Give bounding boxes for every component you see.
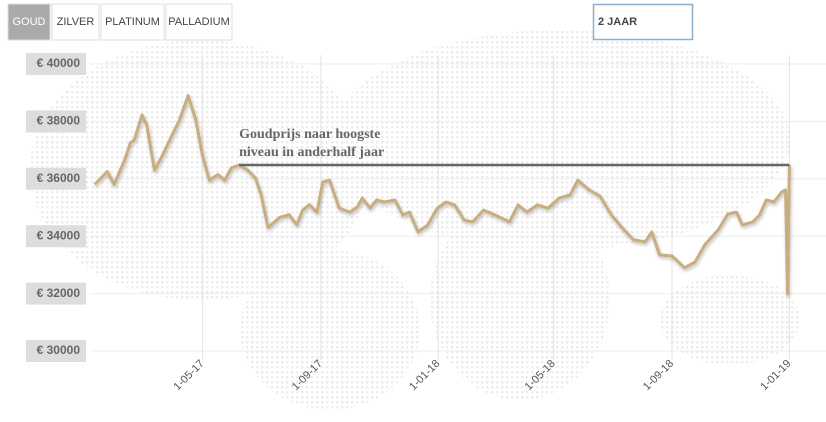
y-tick-box bbox=[26, 225, 86, 248]
y-tick-label: € 30000 bbox=[37, 343, 81, 357]
y-tick-label: € 40000 bbox=[37, 56, 81, 70]
y-tick-box bbox=[26, 110, 86, 133]
x-tick-label: 1-05-17 bbox=[171, 358, 206, 393]
range-button[interactable] bbox=[592, 3, 694, 41]
y-tick-label: € 38000 bbox=[37, 114, 81, 128]
y-tick-label: € 34000 bbox=[37, 228, 81, 242]
y-tick-label: € 32000 bbox=[37, 286, 81, 300]
y-tick-box bbox=[26, 340, 86, 362]
tab-label[interactable]: PLATINUM bbox=[105, 16, 160, 28]
annotation-text: Goudprijs naar hoogste bbox=[239, 127, 380, 142]
tab[interactable] bbox=[7, 3, 51, 41]
y-tick-box bbox=[26, 167, 86, 190]
tab[interactable] bbox=[100, 3, 165, 41]
x-tick-label: 1-01-18 bbox=[407, 358, 442, 393]
tab[interactable] bbox=[51, 3, 100, 41]
tab-label[interactable]: GOUD bbox=[13, 16, 46, 28]
tab-label[interactable]: PALLADIUM bbox=[168, 16, 230, 28]
tab[interactable] bbox=[165, 3, 233, 41]
y-tick-box bbox=[26, 282, 86, 305]
x-tick-label: 1-09-18 bbox=[641, 358, 676, 393]
annotation-text: niveau in anderhalf jaar bbox=[239, 145, 384, 160]
map-background bbox=[30, 30, 800, 410]
y-tick-box bbox=[26, 53, 86, 75]
x-tick-label: 1-01-19 bbox=[758, 358, 793, 393]
y-tick-label: € 36000 bbox=[37, 171, 81, 185]
range-label[interactable]: 2 JAAR bbox=[598, 16, 637, 28]
price-line bbox=[93, 94, 791, 296]
tab-label[interactable]: ZILVER bbox=[57, 16, 95, 28]
